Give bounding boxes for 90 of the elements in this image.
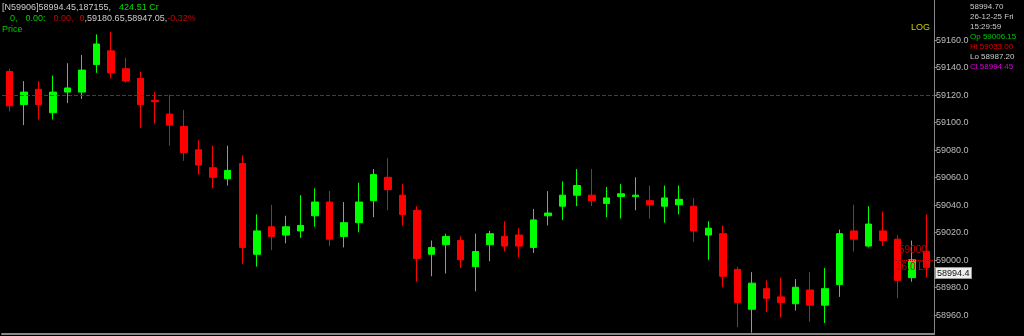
candlestick: [311, 187, 319, 228]
candlestick: [384, 157, 392, 211]
candlestick: [734, 266, 741, 328]
candlestick: [355, 182, 363, 233]
text: 58994.4: [935, 267, 972, 280]
candlestick: [792, 278, 799, 312]
candlestick: [6, 68, 13, 112]
candlestick: [20, 80, 28, 126]
candlestick: [515, 227, 523, 258]
candlestick: [137, 70, 144, 129]
text: 26-12-25 Fri: [970, 12, 1014, 22]
candlestick: [428, 240, 435, 277]
y-tick-label: 59000.0: [936, 254, 969, 265]
candlestick: [253, 213, 261, 268]
y-tick-label: 59140.0: [936, 62, 969, 73]
candlestick: [224, 145, 231, 187]
candlestick: [268, 204, 275, 251]
candlestick: [282, 215, 290, 244]
candlestick: [603, 186, 610, 218]
annotation: 0,: [10, 13, 18, 23]
y-tick-label: 59060.0: [936, 172, 969, 183]
y-tick-label: 59100.0: [936, 117, 969, 128]
text: Hi 59033.00: [970, 42, 1014, 52]
candlestick: [326, 190, 333, 247]
candlestick: [49, 75, 57, 121]
candlestick: [646, 185, 654, 220]
candlestick: [821, 267, 829, 324]
annotation: ,59180.65,58947.05,: [84, 13, 168, 23]
candlestick: [78, 54, 86, 100]
candlestick: [151, 91, 159, 125]
candlestick: [297, 194, 304, 239]
candlestick: [530, 208, 537, 254]
candlestick: [705, 220, 712, 261]
candlestick: [719, 224, 727, 288]
text: Cl 58994.45: [970, 62, 1014, 72]
candlestick: [472, 233, 479, 292]
annotation: 424.51 Cr: [119, 2, 159, 12]
candlestick: [675, 185, 683, 215]
candlestick: [122, 57, 130, 83]
annotation: 0.00:: [25, 13, 46, 23]
candlestick: [399, 183, 406, 226]
candlestick: [865, 205, 872, 248]
candlestick: [617, 183, 625, 220]
candlestick: [457, 235, 464, 269]
candlestick: [64, 62, 71, 104]
candlestick: [195, 139, 202, 176]
candlestick: [573, 168, 581, 207]
candlestick: [879, 211, 887, 247]
candlestick: [690, 197, 697, 243]
annotation: LOG: [911, 22, 931, 33]
y-tick-label: 59080.0: [936, 144, 969, 155]
candlestick: [501, 220, 508, 253]
candlestick: [370, 168, 377, 218]
candlestick: [166, 94, 173, 147]
candlestick: [340, 201, 348, 248]
y-tick-label: 58960.0: [936, 309, 969, 320]
candlestick: [806, 271, 814, 323]
candlestick: [777, 277, 785, 319]
chart-title: [N59906]58994.45,187155,: [2, 2, 112, 12]
candlestick: [413, 205, 421, 283]
candlestick: [632, 176, 639, 211]
y-tick-label: 58980.0: [936, 282, 969, 293]
y-tick-label: 59020.0: [936, 227, 969, 238]
annotation: -0.32%: [167, 13, 196, 23]
y-tick-label: 59040.0: [936, 199, 969, 210]
candlestick: [763, 279, 770, 313]
text: 15:29:59: [970, 22, 1002, 32]
y-tick-label: 59120.0: [936, 89, 969, 100]
candlestick: [544, 190, 552, 226]
annotation: 0: [79, 13, 85, 23]
candlestick: [748, 271, 756, 334]
annotation: Price: [2, 24, 23, 34]
candlestick: [850, 204, 858, 253]
candlestick: [239, 154, 246, 265]
candlestick: [588, 168, 596, 207]
text: Lo 58987.20: [970, 52, 1015, 62]
candlestick: [442, 233, 450, 275]
y-tick-label: 59160.0: [936, 34, 969, 45]
text: Op 59006.15: [970, 32, 1017, 42]
candlestick: [661, 185, 668, 224]
candlestick: [486, 230, 494, 262]
candlestick: [836, 229, 843, 298]
candlestick: [93, 33, 100, 74]
annotation: 0.00,: [53, 13, 74, 23]
candlestick: [107, 31, 115, 79]
candlestick: [180, 109, 188, 162]
candlestick: [559, 180, 566, 221]
candlestick: [35, 80, 42, 121]
text: 58994.70: [970, 2, 1004, 12]
candlestick: [209, 145, 217, 189]
